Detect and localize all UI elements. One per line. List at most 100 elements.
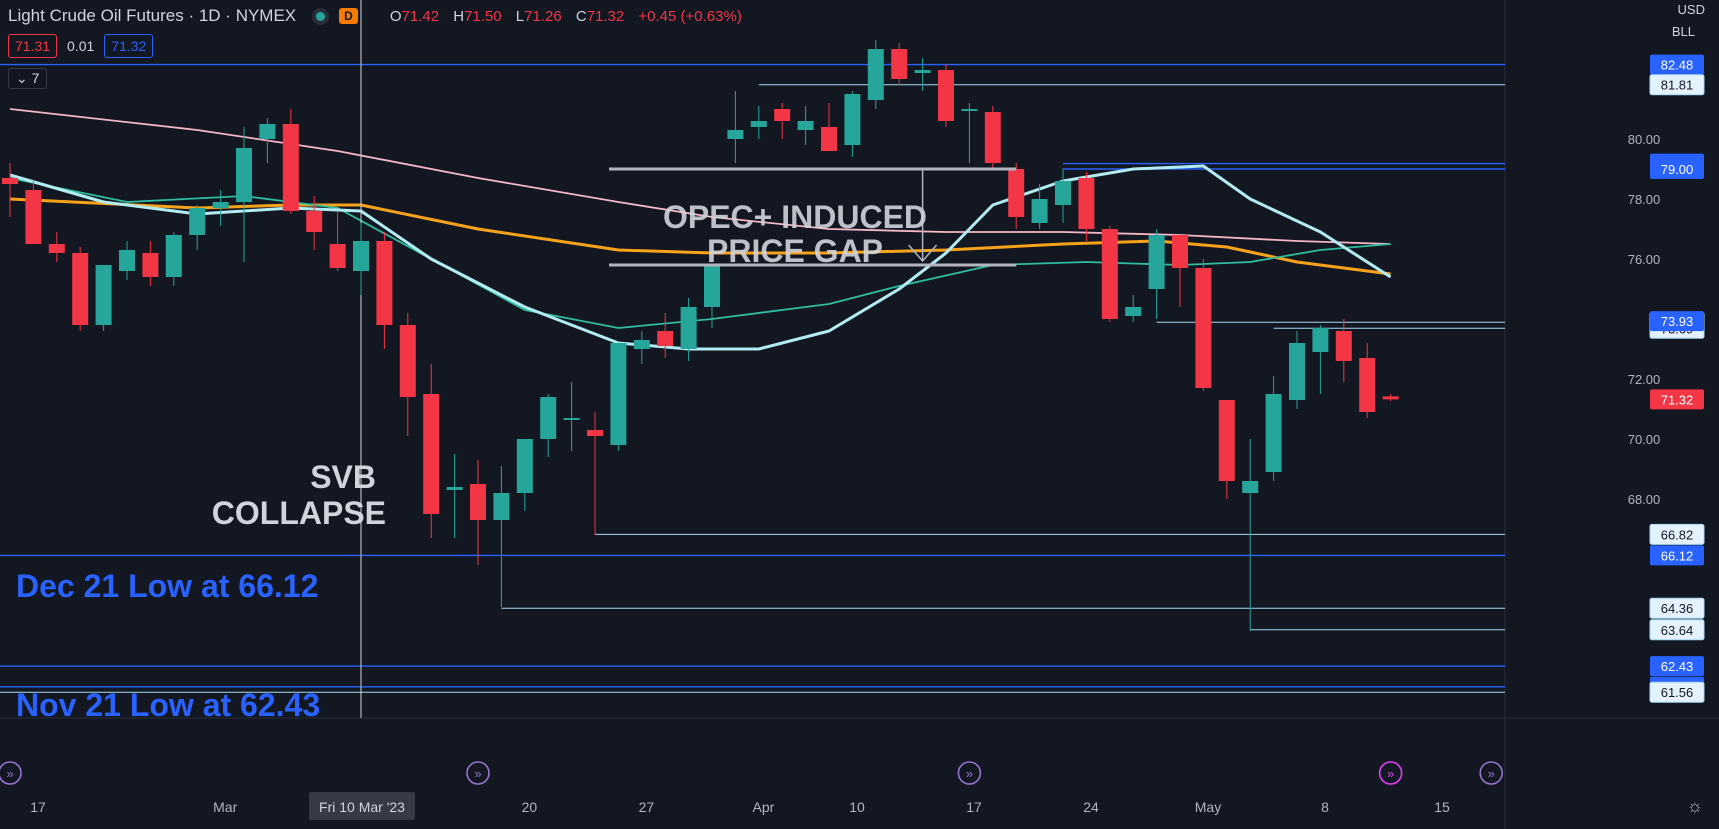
price-tag-box [1650,389,1704,410]
x-tick-label: May [1195,799,1221,815]
candle-body [610,343,627,445]
market-status-icon[interactable] [316,11,326,21]
sell-button[interactable]: 71.31 [8,34,58,58]
price-tag-label: 61.56 [1661,685,1694,700]
symbol-title[interactable]: Light Crude Oil Futures · 1D · NYMEX [8,6,297,25]
candle-body [1359,358,1376,412]
x-tick-label: Mar [213,799,237,815]
moving-average-line [9,164,1392,351]
candle-body [48,244,65,253]
x-tick-label: 10 [849,799,865,815]
x-tick-label: 17 [30,799,46,815]
gap-arrow-icon [908,244,938,263]
x-tick-label: 15 [1434,799,1450,815]
candle-body [72,253,89,325]
price-tag-label: 66.82 [1661,527,1694,542]
y-tick-label: 72.00 [1628,372,1661,387]
x-tick-label: 8 [1321,799,1329,815]
candle-body [1172,235,1188,268]
event-marker-icon [1479,761,1504,785]
candle-body [1055,181,1071,205]
candle-body [1195,268,1212,388]
candle-body [657,331,674,346]
candle-body [1078,178,1095,229]
candle-body [633,340,650,349]
candle-body [1335,331,1352,361]
candle-body [961,109,978,111]
y-tick-label: 76.00 [1628,252,1661,267]
event-marker-glyph: » [6,766,13,781]
x-tick-label: Apr [753,799,775,815]
candle-body [1148,235,1165,289]
price-tag-label: 82.48 [1661,58,1694,73]
price-tag-label: 66.12 [1661,548,1694,563]
price-tag-box [1650,54,1704,75]
price-tag-label: 63.64 [1661,623,1694,638]
candle-body [119,250,135,271]
opec-annotation-line2: PRICE GAP [707,233,883,269]
candle-body [1312,328,1329,352]
candle-body [727,130,744,139]
event-marker-icon [957,761,982,785]
price-tag-label: 62.43 [1661,659,1694,674]
price-tag-box [1649,523,1705,545]
svb-annotation-line2: COLLAPSE [212,495,386,531]
x-tick-label: 24 [1083,799,1099,815]
candle-body [236,148,252,202]
change-value: +0.45 (+0.63%) [638,7,742,25]
candle-body [1101,229,1118,319]
open-value: 71.42 [401,7,440,25]
candle-body [938,70,954,121]
currency-selector[interactable]: USD [1677,2,1705,17]
moving-average-line [9,108,1391,245]
price-tag-box [1649,597,1705,619]
candle-body [1008,169,1025,217]
price-scale-panel [1505,0,1719,829]
dec-low-label: Dec 21 Low at 66.12 [16,568,318,604]
candle-body [1218,400,1235,481]
candle-body [282,124,299,211]
settings-gear-icon[interactable]: ☼ [1686,796,1704,816]
candle-body [376,241,393,325]
x-tick-label: 20 [522,799,538,815]
event-marker-glyph: » [1387,766,1394,781]
spread-value: 0.01 [67,38,95,54]
price-tag-label: 73.93 [1661,314,1694,329]
candle-body [867,49,884,100]
indicators-toggle-button[interactable]: ⌄ 7 [8,68,48,89]
candle-body [1242,481,1259,493]
y-tick-label: 68.00 [1628,492,1661,507]
candle-body [587,430,603,436]
y-tick-label: 70.00 [1628,432,1661,447]
candle-body [25,190,42,244]
candle-body [259,124,276,139]
moving-average-line [9,197,1391,276]
candle-body [984,112,1001,163]
candle-body [914,70,931,73]
price-tag-box [1649,619,1705,641]
trade-box: 71.31 0.01 71.32 [8,34,154,58]
candle-body [353,241,369,271]
candle-body [470,484,486,520]
low-value: 71.26 [524,7,562,25]
price-tag-box [1650,159,1704,179]
candle-body [1265,394,1282,472]
price-tag-box [1649,681,1705,703]
delayed-data-badge[interactable]: D [339,8,358,24]
candle-body [563,418,580,420]
high-value: 71.50 [464,7,502,25]
low-label: L [515,7,525,25]
buy-button[interactable]: 71.32 [104,34,154,58]
candle-body [399,325,416,397]
candle-body [844,94,861,145]
svb-annotation-line1: SVB [310,459,376,495]
x-tick-label: 17 [966,799,982,815]
candle-body [306,211,323,232]
event-marker-icon [1378,761,1403,785]
event-marker-glyph: » [1488,766,1495,781]
candle-body [516,439,533,493]
unit-selector[interactable]: BLL [1671,24,1695,39]
candle-body [95,265,112,325]
